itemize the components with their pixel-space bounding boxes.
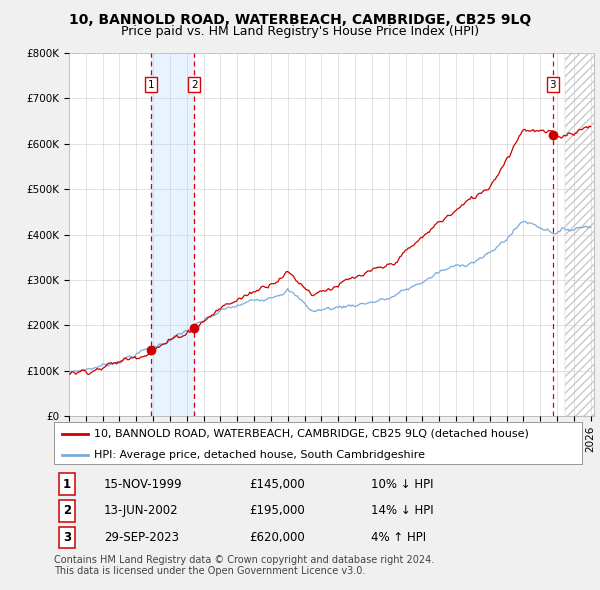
Text: HPI: Average price, detached house, South Cambridgeshire: HPI: Average price, detached house, Sout… bbox=[94, 450, 425, 460]
Text: 3: 3 bbox=[63, 532, 71, 545]
Text: 4% ↑ HPI: 4% ↑ HPI bbox=[371, 532, 426, 545]
Text: 15-NOV-1999: 15-NOV-1999 bbox=[104, 477, 183, 490]
Text: 3: 3 bbox=[550, 80, 556, 90]
Text: 10, BANNOLD ROAD, WATERBEACH, CAMBRIDGE, CB25 9LQ (detached house): 10, BANNOLD ROAD, WATERBEACH, CAMBRIDGE,… bbox=[94, 429, 529, 439]
Text: £145,000: £145,000 bbox=[250, 477, 305, 490]
Text: 14% ↓ HPI: 14% ↓ HPI bbox=[371, 504, 433, 517]
Text: £620,000: £620,000 bbox=[250, 532, 305, 545]
Text: 1: 1 bbox=[63, 477, 71, 490]
Text: 13-JUN-2002: 13-JUN-2002 bbox=[104, 504, 179, 517]
Text: 29-SEP-2023: 29-SEP-2023 bbox=[104, 532, 179, 545]
Text: 10% ↓ HPI: 10% ↓ HPI bbox=[371, 477, 433, 490]
Text: Contains HM Land Registry data © Crown copyright and database right 2024.
This d: Contains HM Land Registry data © Crown c… bbox=[54, 555, 434, 576]
Text: 1: 1 bbox=[148, 80, 154, 90]
Text: 2: 2 bbox=[191, 80, 197, 90]
Text: 10, BANNOLD ROAD, WATERBEACH, CAMBRIDGE, CB25 9LQ: 10, BANNOLD ROAD, WATERBEACH, CAMBRIDGE,… bbox=[69, 13, 531, 27]
Text: £195,000: £195,000 bbox=[250, 504, 305, 517]
Text: 2: 2 bbox=[63, 504, 71, 517]
Text: Price paid vs. HM Land Registry's House Price Index (HPI): Price paid vs. HM Land Registry's House … bbox=[121, 25, 479, 38]
